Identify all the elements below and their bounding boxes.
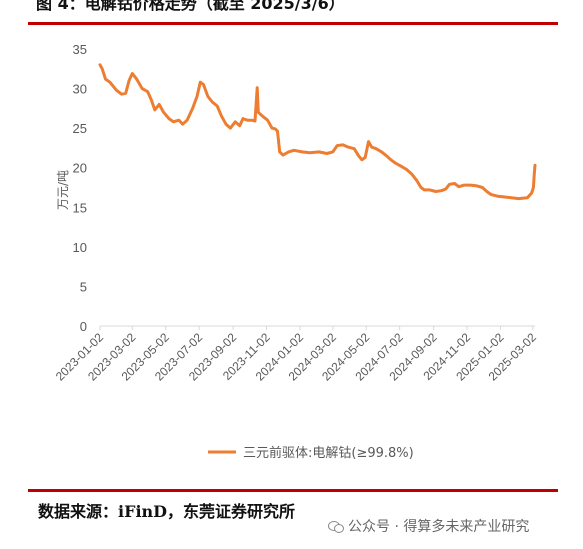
y-axis-label: 万元/吨 <box>56 170 70 210</box>
top-rule <box>28 22 558 25</box>
bottom-rule <box>28 489 558 492</box>
y-tick-label: 10 <box>73 240 87 255</box>
y-tick-label: 15 <box>73 200 87 215</box>
wechat-icon <box>328 520 344 533</box>
y-tick-label: 25 <box>73 121 87 136</box>
y-tick-label: 0 <box>80 319 87 334</box>
watermark: 公众号 · 得算多未来产业研究 <box>328 516 529 536</box>
y-tick-label: 35 <box>73 42 87 57</box>
series-line <box>98 63 537 201</box>
y-tick-label: 5 <box>80 279 87 294</box>
y-tick-label: 30 <box>73 82 87 97</box>
price-line-chart: 051015202530352023-01-022023-03-022023-0… <box>53 42 539 461</box>
y-tick-label: 20 <box>73 161 87 176</box>
watermark-text: 公众号 · 得算多未来产业研究 <box>348 519 530 535</box>
figure-caption: 图 4：电解钴价格走势（截至 2025/3/6） <box>36 0 345 13</box>
data-source: 数据来源：iFinD，东莞证券研究所 <box>38 502 296 521</box>
legend-label: 三元前驱体:电解钴(≥99.8%) <box>243 445 414 461</box>
